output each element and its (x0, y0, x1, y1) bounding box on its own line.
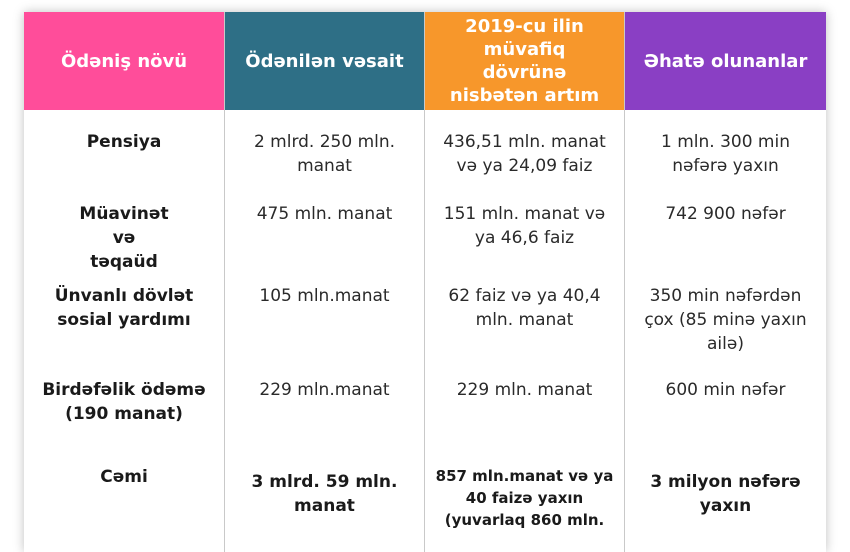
header-growth: 2019-cu ilin müvafiq dövrünə nisbətən ar… (425, 12, 624, 110)
cell-total-amount: 3 mlrd. 59 mln. manat (251, 472, 398, 516)
cell-total-growth: 857 mln.manat və ya 40 faizə yaxın (yuva… (435, 467, 614, 529)
cell-one-time-covered: 600 min nəfər (665, 380, 786, 400)
benefits-table: Ödəniş növü Pensiya Müavinət və təqaüd Ü… (24, 12, 826, 552)
cell-pension-type: Pensiya (86, 132, 162, 152)
cell-targeted-aid-amount: 105 mln.manat (259, 286, 390, 306)
cell-targeted-aid-covered: 350 min nəfərdən çox (85 minə yaxın ailə… (644, 286, 807, 354)
cell-pension-covered: 1 mln. 300 min nəfərə yaxın (661, 132, 790, 176)
column-covered: Əhatə olunanlar 1 mln. 300 min nəfərə ya… (625, 12, 826, 552)
cell-allowance-covered: 742 900 nəfər (665, 204, 786, 224)
cell-one-time-amount: 229 mln.manat (259, 380, 390, 400)
header-payment-type: Ödəniş növü (24, 12, 224, 110)
column-paid-amount: Ödənilən vəsait 2 mlrd. 250 mln. manat 4… (225, 12, 425, 552)
cell-pension-growth: 436,51 mln. manat və ya 24,09 faiz (443, 132, 606, 176)
column-growth: 2019-cu ilin müvafiq dövrünə nisbətən ar… (425, 12, 625, 552)
cell-allowance-amount: 475 mln. manat (256, 204, 393, 224)
cell-allowance-growth: 151 mln. manat və ya 46,6 faiz (443, 204, 606, 248)
cell-one-time-type: Birdəfəlik ödəmə (190 manat) (42, 380, 206, 424)
cell-targeted-aid-growth: 62 faiz və ya 40,4 mln. manat (448, 286, 601, 330)
cell-targeted-aid-type: Ünvanlı dövlət sosial yardımı (54, 286, 194, 330)
header-paid-amount: Ödənilən vəsait (225, 12, 424, 110)
header-covered: Əhatə olunanlar (625, 12, 826, 110)
column-payment-type: Ödəniş növü Pensiya Müavinət və təqaüd Ü… (24, 12, 225, 552)
cell-total-type: Cəmi (100, 467, 148, 487)
cell-pension-amount: 2 mlrd. 250 mln. manat (253, 132, 396, 176)
cell-total-covered: 3 milyon nəfərə yaxın (650, 472, 801, 516)
cell-allowance-type: Müavinət və təqaüd (79, 204, 169, 272)
cell-one-time-growth: 229 mln. manat (456, 380, 593, 400)
